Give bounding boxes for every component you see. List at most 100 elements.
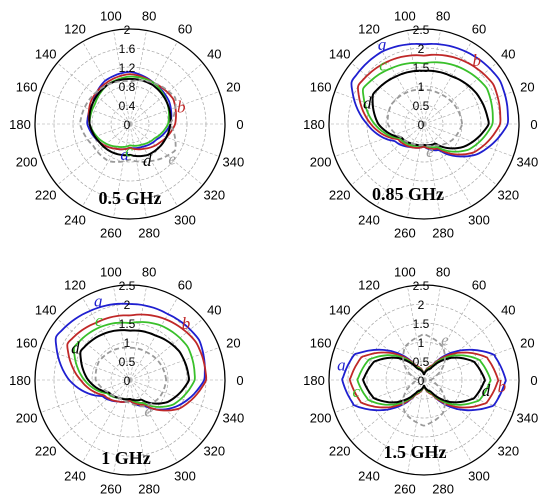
series-d-label: d: [143, 151, 152, 170]
r-tick-label: 0.4: [119, 99, 136, 113]
r-tick-label: 0: [418, 374, 425, 388]
angle-tick-label: 120: [64, 22, 86, 37]
grid-spoke: [351, 123, 425, 186]
angle-tick-label: 140: [35, 46, 57, 61]
series-c-label: c: [95, 311, 103, 330]
frequency-title: 0.85 GHz: [372, 184, 444, 204]
angle-tick-label: 340: [517, 411, 539, 426]
grid-spoke: [40, 379, 131, 413]
angle-tick-label: 240: [64, 468, 86, 483]
angle-tick-label: 120: [358, 22, 380, 37]
grid-spoke: [57, 379, 131, 442]
angle-tick-label: 0: [530, 117, 537, 132]
angle-tick-label: 200: [16, 411, 38, 426]
angle-tick-label: 20: [520, 79, 534, 94]
series-e-curve: [94, 346, 168, 408]
angle-tick-label: 60: [472, 22, 486, 37]
grid-spoke: [129, 318, 203, 381]
grid-circle: [110, 360, 150, 400]
angle-tick-label: 100: [394, 9, 416, 24]
angle-tick-label: 260: [394, 225, 416, 240]
outer-ring: [34, 284, 226, 476]
angle-tick-label: 20: [520, 335, 534, 350]
r-tick-label: 2.5: [413, 23, 430, 37]
angle-tick-label: 200: [16, 155, 38, 170]
angle-tick-label: 280: [432, 225, 454, 240]
grid-spoke: [113, 379, 131, 474]
grid-spoke: [129, 379, 147, 474]
series-c-curve: [72, 321, 196, 408]
grid-circle: [404, 360, 444, 400]
series-d-curve: [362, 356, 486, 404]
grid-spoke: [129, 62, 203, 125]
angle-tick-label: 60: [178, 278, 192, 293]
angle-tick-label: 280: [138, 481, 160, 496]
r-tick-label: 0.5: [413, 355, 430, 369]
angle-tick-label: 300: [174, 468, 196, 483]
series-a-label: a: [337, 355, 346, 374]
grid-spoke: [334, 379, 425, 413]
angle-tick-label: 340: [223, 411, 245, 426]
angle-tick-label: 340: [517, 155, 539, 170]
grid-spoke: [40, 347, 131, 381]
series-e-label: e: [144, 402, 152, 421]
grid-spoke: [57, 123, 131, 186]
series-d-curve: [88, 77, 172, 158]
angle-tick-label: 0: [236, 117, 243, 132]
angle-tick-label: 280: [432, 481, 454, 496]
angle-tick-label: 0: [530, 373, 537, 388]
angle-tick-label: 260: [394, 481, 416, 496]
angle-tick-label: 100: [100, 9, 122, 24]
grid-spoke: [129, 123, 203, 186]
angle-tick-label: 200: [310, 411, 332, 426]
r-tick-label: 2: [124, 298, 131, 312]
outer-ring: [34, 28, 226, 220]
grid-spoke: [129, 123, 178, 207]
angle-tick-label: 20: [226, 79, 240, 94]
polar-chart-4: 0 0.5 1 1.5 2 2.5 a b c d e 0 20 40 60 80 100 120 140 160 18…: [303, 265, 538, 497]
grid-spoke: [423, 123, 472, 207]
series-a-label: a: [120, 145, 129, 164]
grid-spoke: [376, 123, 425, 207]
angle-tick-label: 300: [174, 212, 196, 227]
angle-tick-label: 320: [497, 188, 519, 203]
r-tick-label: 2.5: [413, 279, 430, 293]
series-e-label: e: [426, 142, 434, 161]
grid-spoke: [129, 123, 147, 218]
angle-tick-label: 260: [100, 481, 122, 496]
angle-tick-label: 260: [100, 225, 122, 240]
grid-spoke: [82, 297, 131, 381]
series-c-label: c: [353, 382, 361, 401]
angle-tick-label: 340: [223, 155, 245, 170]
angle-tick-label: 60: [178, 22, 192, 37]
grid-spoke: [423, 379, 514, 413]
grid-spoke: [129, 297, 178, 381]
angle-tick-label: 40: [501, 46, 515, 61]
grid-spoke: [129, 123, 220, 157]
grid-spoke: [351, 62, 425, 125]
angle-tick-label: 180: [9, 117, 31, 132]
grid-spoke: [334, 123, 425, 157]
grid-spoke: [423, 41, 472, 125]
grid-spoke: [351, 318, 425, 381]
grid-spoke: [423, 30, 441, 125]
series-b-label: b: [472, 51, 481, 70]
grid-spoke: [82, 379, 131, 463]
grid-spoke: [407, 379, 425, 474]
angle-tick-label: 280: [138, 225, 160, 240]
angle-tick-label: 220: [35, 188, 57, 203]
angle-tick-label: 240: [64, 212, 86, 227]
angle-tick-label: 140: [35, 302, 57, 317]
angle-tick-label: 180: [303, 117, 325, 132]
r-tick-label: 0: [124, 374, 131, 388]
series-e-curve: [386, 88, 463, 147]
r-tick-label: 0: [418, 118, 425, 132]
grid-spoke: [40, 123, 131, 157]
grid-spoke: [376, 41, 425, 125]
series-a-label: a: [94, 291, 103, 310]
series-b-label: b: [182, 314, 191, 333]
angle-tick-label: 220: [329, 188, 351, 203]
grid-spoke: [57, 318, 131, 381]
grid-spoke: [40, 91, 131, 125]
angle-tick-label: 80: [436, 9, 450, 24]
